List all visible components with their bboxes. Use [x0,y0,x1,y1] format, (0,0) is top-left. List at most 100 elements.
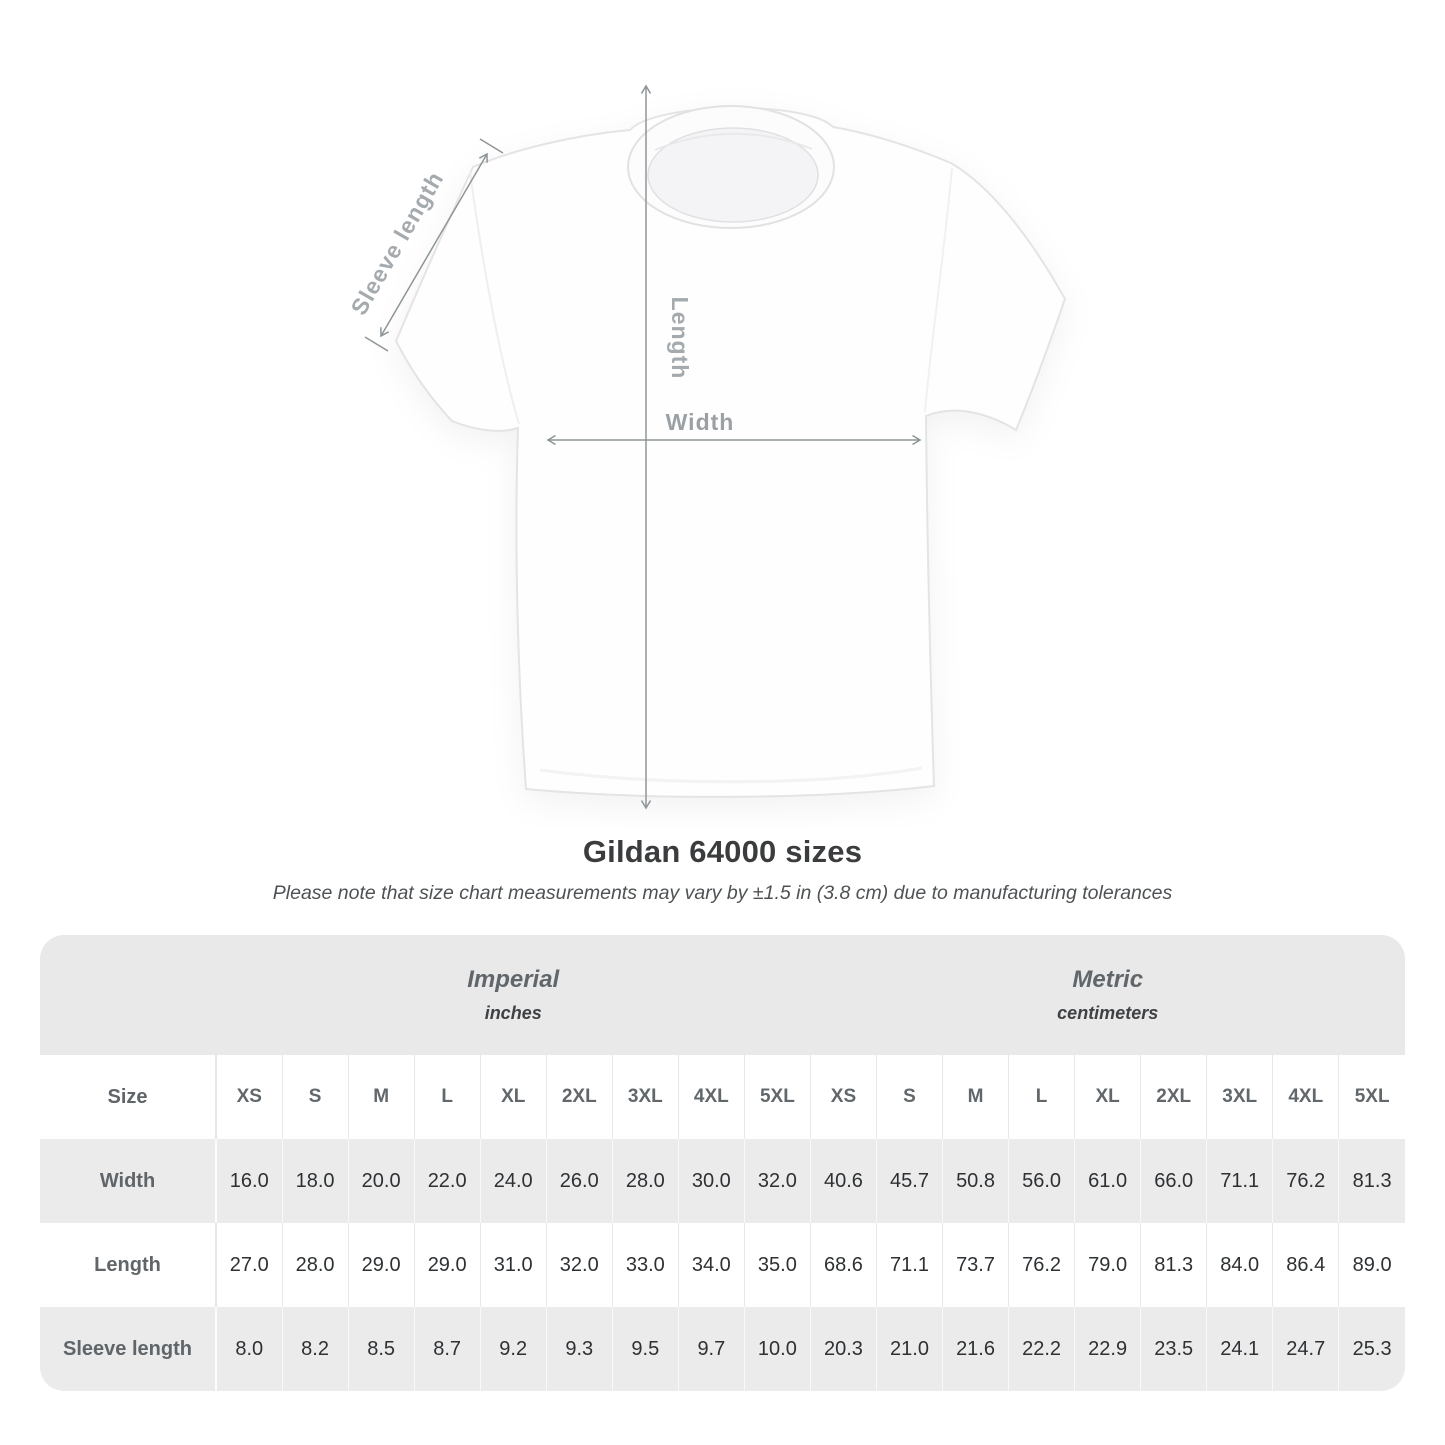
size-col-header: L [1008,1055,1075,1139]
size-col-header: XL [1074,1055,1141,1139]
value-cell: 28.0 [611,1139,679,1223]
size-col-header: 2XL [545,1055,613,1139]
size-col-header: 5XL [743,1055,811,1139]
size-col-header: 4XL [1272,1055,1339,1139]
value-cell: 68.6 [809,1223,877,1307]
value-cell: 9.2 [479,1307,547,1391]
sleeve-length-arrow [380,152,488,338]
value-cell: 81.3 [1338,1139,1405,1223]
size-col-header: 2XL [1140,1055,1207,1139]
size-col-header: XL [479,1055,547,1139]
value-cell: 71.1 [1206,1139,1273,1223]
size-col-header: XS [809,1055,877,1139]
value-cell: 28.0 [281,1223,349,1307]
size-col-header: L [413,1055,481,1139]
value-cell: 76.2 [1272,1139,1339,1223]
value-cell: 26.0 [545,1139,613,1223]
value-cell: 73.7 [942,1223,1009,1307]
fold-line-right [924,167,953,413]
metric-label: Metric [1072,966,1144,993]
value-cell: 24.7 [1272,1307,1339,1391]
row-label: Length [94,1253,161,1276]
value-cell: 45.7 [875,1139,943,1223]
measurement-row: Sleeve length 8.0 8.2 8.5 8.7 9.2 9.3 9.5 9.7 10.… [40,1307,1405,1391]
value-cell: 9.7 [677,1307,745,1391]
measurement-arrows [364,84,922,810]
value-cell: 66.0 [1140,1139,1207,1223]
metric-unit: centimeters [1057,1003,1159,1023]
length-arrow-label: Length [667,297,693,380]
size-row-label: Size [107,1085,148,1108]
size-table-body: Imperial inches Metric centimeters Size … [40,935,1405,1391]
imperial-group-header: Imperial inches [216,935,811,1055]
value-cell: 27.0 [214,1223,283,1307]
size-table: Imperial inches Metric centimeters Size … [40,935,1405,1391]
back-collar-line [654,132,813,151]
unit-group-row: Imperial inches Metric centimeters [40,935,1405,1055]
tshirt-measurement-diagram: Sleeve length Length Width [345,84,1067,810]
value-cell: 33.0 [611,1223,679,1307]
value-cell: 16.0 [214,1139,283,1223]
value-cell: 8.5 [347,1307,415,1391]
metric-group-header: Metric centimeters [810,935,1405,1055]
size-col-header: M [347,1055,415,1139]
row-label: Width [99,1169,156,1192]
value-cell: 8.0 [214,1307,283,1391]
value-cell: 9.3 [545,1307,613,1391]
value-cell: 21.6 [942,1307,1009,1391]
value-cell: 86.4 [1272,1223,1339,1307]
value-cell: 9.5 [611,1307,679,1391]
size-col-header: XS [214,1055,283,1139]
value-cell: 24.0 [479,1139,547,1223]
tshirt-graphic [394,105,1067,798]
sleeve-arrow-end-cap-bottom [364,336,389,352]
size-col-header: 5XL [1338,1055,1405,1139]
row-label: Sleeve length [63,1337,192,1360]
value-cell: 25.3 [1338,1307,1405,1391]
value-cell: 61.0 [1074,1139,1141,1223]
size-col-header: 3XL [611,1055,679,1139]
value-cell: 8.2 [281,1307,349,1391]
value-cell: 89.0 [1338,1223,1405,1307]
imperial-unit: inches [484,1003,542,1023]
value-cell: 29.0 [347,1223,415,1307]
size-col-header: 3XL [1206,1055,1273,1139]
size-col-header: S [281,1055,349,1139]
value-cell: 40.6 [809,1139,877,1223]
value-cell: 22.2 [1008,1307,1075,1391]
size-col-header: S [875,1055,943,1139]
value-cell: 32.0 [743,1139,811,1223]
value-cell: 30.0 [677,1139,745,1223]
tolerance-note: Please note that size chart measurements… [272,882,1173,904]
value-cell: 34.0 [677,1223,745,1307]
measurement-row: Length 27.0 28.0 29.0 29.0 31.0 32.0 33.0 34.0 35… [40,1223,1405,1307]
tshirt-illustration: Sleeve length Length Width [345,84,1067,810]
value-cell: 18.0 [281,1139,349,1223]
value-cell: 21.0 [875,1307,943,1391]
value-cell: 31.0 [479,1223,547,1307]
title-block: Gildan 64000 sizes Please note that size… [0,834,1445,905]
measurement-row: Width 16.0 18.0 20.0 22.0 24.0 26.0 28.0 30.0 32.… [40,1139,1405,1223]
value-cell: 76.2 [1008,1223,1075,1307]
value-cell: 23.5 [1140,1307,1207,1391]
hem-shading [539,766,923,784]
value-cell: 56.0 [1008,1139,1075,1223]
value-cell: 22.0 [413,1139,481,1223]
tshirt-body [394,106,1067,798]
value-cell: 24.1 [1206,1307,1273,1391]
value-cell: 10.0 [743,1307,811,1391]
value-cell: 71.1 [875,1223,943,1307]
value-cell: 22.9 [1074,1307,1141,1391]
sleeve-arrow-end-cap-top [479,138,504,154]
table-corner-cell [40,935,216,1055]
value-cell: 84.0 [1206,1223,1273,1307]
width-arrow-label: Width [666,409,735,435]
value-cell: 50.8 [942,1139,1009,1223]
value-cell: 32.0 [545,1223,613,1307]
size-col-header: 4XL [677,1055,745,1139]
value-cell: 8.7 [413,1307,481,1391]
size-col-header: M [942,1055,1009,1139]
value-cell: 35.0 [743,1223,811,1307]
value-cell: 29.0 [413,1223,481,1307]
